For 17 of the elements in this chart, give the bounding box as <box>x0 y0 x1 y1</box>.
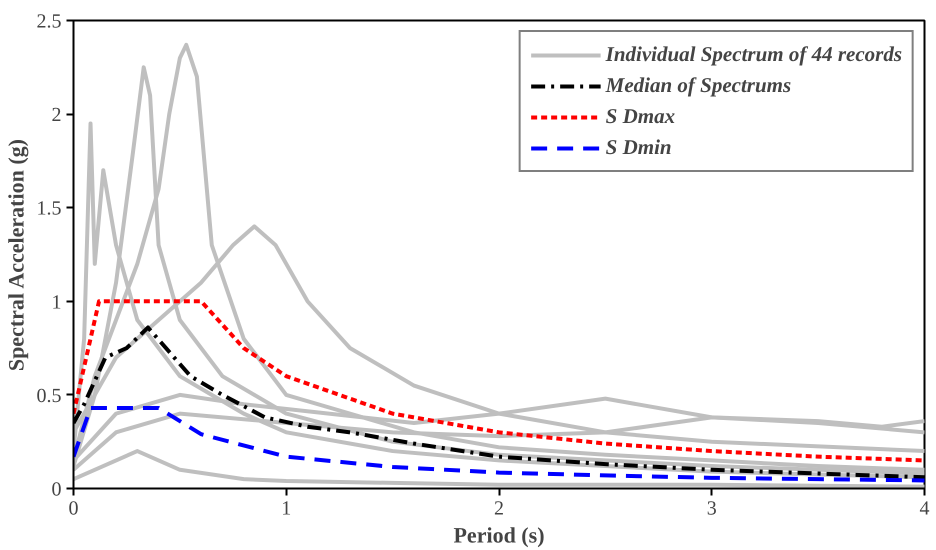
x-tick-label: 3 <box>706 498 717 520</box>
x-axis-title: Period (s) <box>453 522 545 548</box>
legend-label: S Dmin <box>606 135 672 160</box>
legend-label: Individual Spectrum of 44 records <box>606 42 902 67</box>
legend-label: Median of Spectrums <box>606 73 792 98</box>
y-axis-title: Spectral Acceleration (g) <box>4 139 28 372</box>
y-tick-label: 2 <box>52 104 62 126</box>
x-tick-label: 0 <box>68 498 78 520</box>
x-tick-label: 2 <box>494 498 504 520</box>
y-tick-label: 2.5 <box>36 10 62 32</box>
y-tick-label: 0 <box>52 478 62 500</box>
y-tick-label: 1.5 <box>36 198 62 220</box>
x-tick-label: 4 <box>920 498 930 520</box>
x-tick-label: 1 <box>281 498 292 520</box>
y-tick-label: 0.5 <box>36 384 62 407</box>
legend-label: S Dmax <box>606 104 676 129</box>
y-tick-label: 1 <box>52 291 62 314</box>
